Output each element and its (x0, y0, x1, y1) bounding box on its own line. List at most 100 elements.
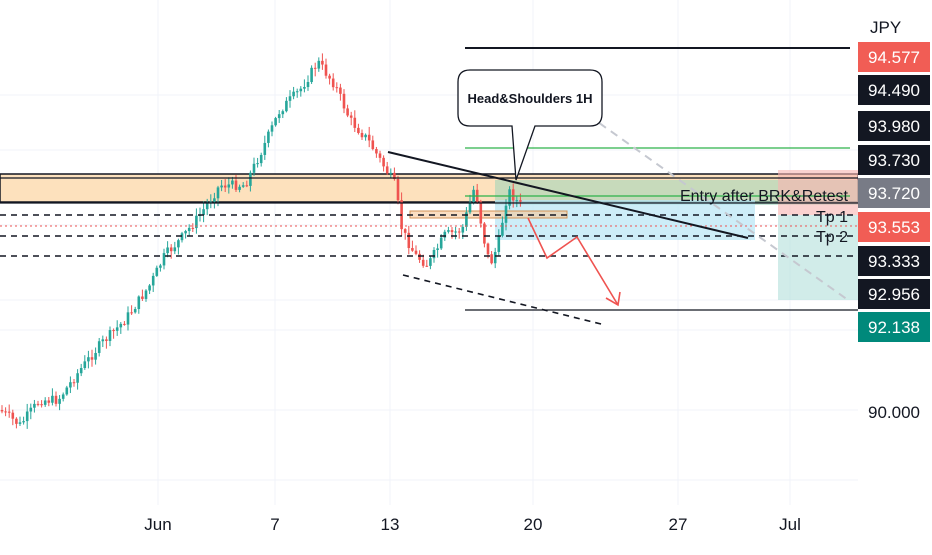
candle-body (393, 172, 396, 180)
candle-body (205, 203, 209, 210)
candle-body (220, 185, 223, 188)
candle-body (357, 127, 360, 133)
candle-body (58, 398, 61, 404)
candle-body (483, 223, 486, 244)
time-label: 13 (381, 515, 400, 534)
candle-body (231, 180, 234, 185)
price-label: 92.138 (868, 318, 920, 337)
projected-path (527, 217, 619, 306)
candle-body (331, 78, 335, 88)
candle-body (317, 60, 321, 69)
candle-body (285, 100, 288, 112)
neckline-trend (387, 151, 749, 239)
candle-body (22, 421, 25, 423)
price-label: 90.000 (868, 403, 920, 422)
candle-body (439, 237, 443, 249)
candle-body (61, 394, 65, 399)
price-label: 93.553 (868, 218, 920, 237)
tp1-label: Tp 1 (816, 209, 848, 226)
price-label-bg (858, 111, 930, 141)
candle-body (115, 327, 119, 331)
candle-body (295, 91, 299, 93)
candle-body (407, 232, 411, 249)
candle-body (184, 231, 187, 234)
entry-label: Entry after BRK&Retest (680, 188, 849, 205)
candle-body (292, 91, 295, 97)
candle-body (72, 382, 76, 384)
candle-body (497, 235, 501, 252)
time-label: 7 (270, 515, 279, 534)
candle-body (403, 229, 407, 233)
currency-label: JPY (870, 18, 901, 37)
candle-body (288, 96, 292, 101)
candle-body (364, 134, 367, 138)
candle-body (33, 403, 36, 408)
candle-body (375, 149, 378, 154)
candle-body (177, 240, 180, 248)
candle-body (187, 227, 191, 232)
candle-body (396, 179, 400, 201)
price-label-bg (858, 312, 930, 342)
price-label: 93.333 (868, 252, 920, 271)
candle-body (4, 411, 7, 413)
candle-body (151, 275, 155, 286)
candle-body (90, 357, 94, 360)
candle-body (202, 209, 205, 215)
grid-lines (0, 0, 858, 505)
price-axis[interactable]: JPY 94.577 94.490 93.980 93.730 93.720 93.553 9… (858, 0, 932, 550)
candle-body (148, 285, 151, 291)
candle-body (519, 200, 522, 202)
candle-body (25, 411, 29, 422)
time-label: Jun (144, 515, 171, 534)
price-label: 94.490 (868, 81, 920, 100)
time-label: 20 (524, 515, 543, 534)
candle-body (47, 400, 51, 403)
candle-body (501, 222, 504, 236)
candle-body (303, 87, 306, 89)
candle-body (443, 231, 447, 238)
candle-body (382, 157, 385, 167)
drawings (0, 47, 858, 326)
candle-body (447, 230, 450, 232)
candle-body (7, 411, 11, 413)
candle-body (130, 312, 133, 314)
price-label: 93.980 (868, 117, 920, 136)
candle-body (378, 153, 382, 158)
candle-body (411, 248, 414, 251)
candle-body (508, 189, 511, 206)
candle-body (141, 296, 144, 299)
tp2-label: Tp 2 (816, 229, 848, 246)
candle-body (159, 265, 162, 268)
candle-body (169, 247, 173, 252)
projection-dashed (587, 114, 849, 301)
candle-body (76, 373, 79, 383)
candle-body (36, 403, 40, 405)
candle-body (281, 111, 285, 115)
candle-body (105, 339, 108, 341)
retest-box (495, 200, 755, 240)
price-label: 93.730 (868, 151, 920, 170)
price-label-bg (858, 178, 930, 208)
callout-bubble (457, 69, 603, 181)
candle-body (310, 67, 313, 83)
candle-body (328, 75, 331, 79)
candle-body (15, 418, 18, 424)
candle-body (389, 172, 393, 174)
candle-body (241, 185, 245, 187)
candle-body (191, 227, 195, 229)
candle-body (137, 296, 141, 310)
candle-body (349, 115, 353, 118)
candle-body (256, 163, 259, 165)
time-axis[interactable]: Jun 7 13 20 27 Jul (0, 505, 858, 550)
price-label-bg (858, 42, 930, 72)
candle-body (166, 247, 169, 254)
candle-body (511, 189, 515, 201)
price-label-bg (858, 75, 930, 105)
candle-body (51, 395, 54, 403)
profit-box (778, 215, 858, 300)
candle-body (195, 215, 198, 229)
candle-body (274, 118, 277, 126)
candle-body (11, 412, 15, 419)
